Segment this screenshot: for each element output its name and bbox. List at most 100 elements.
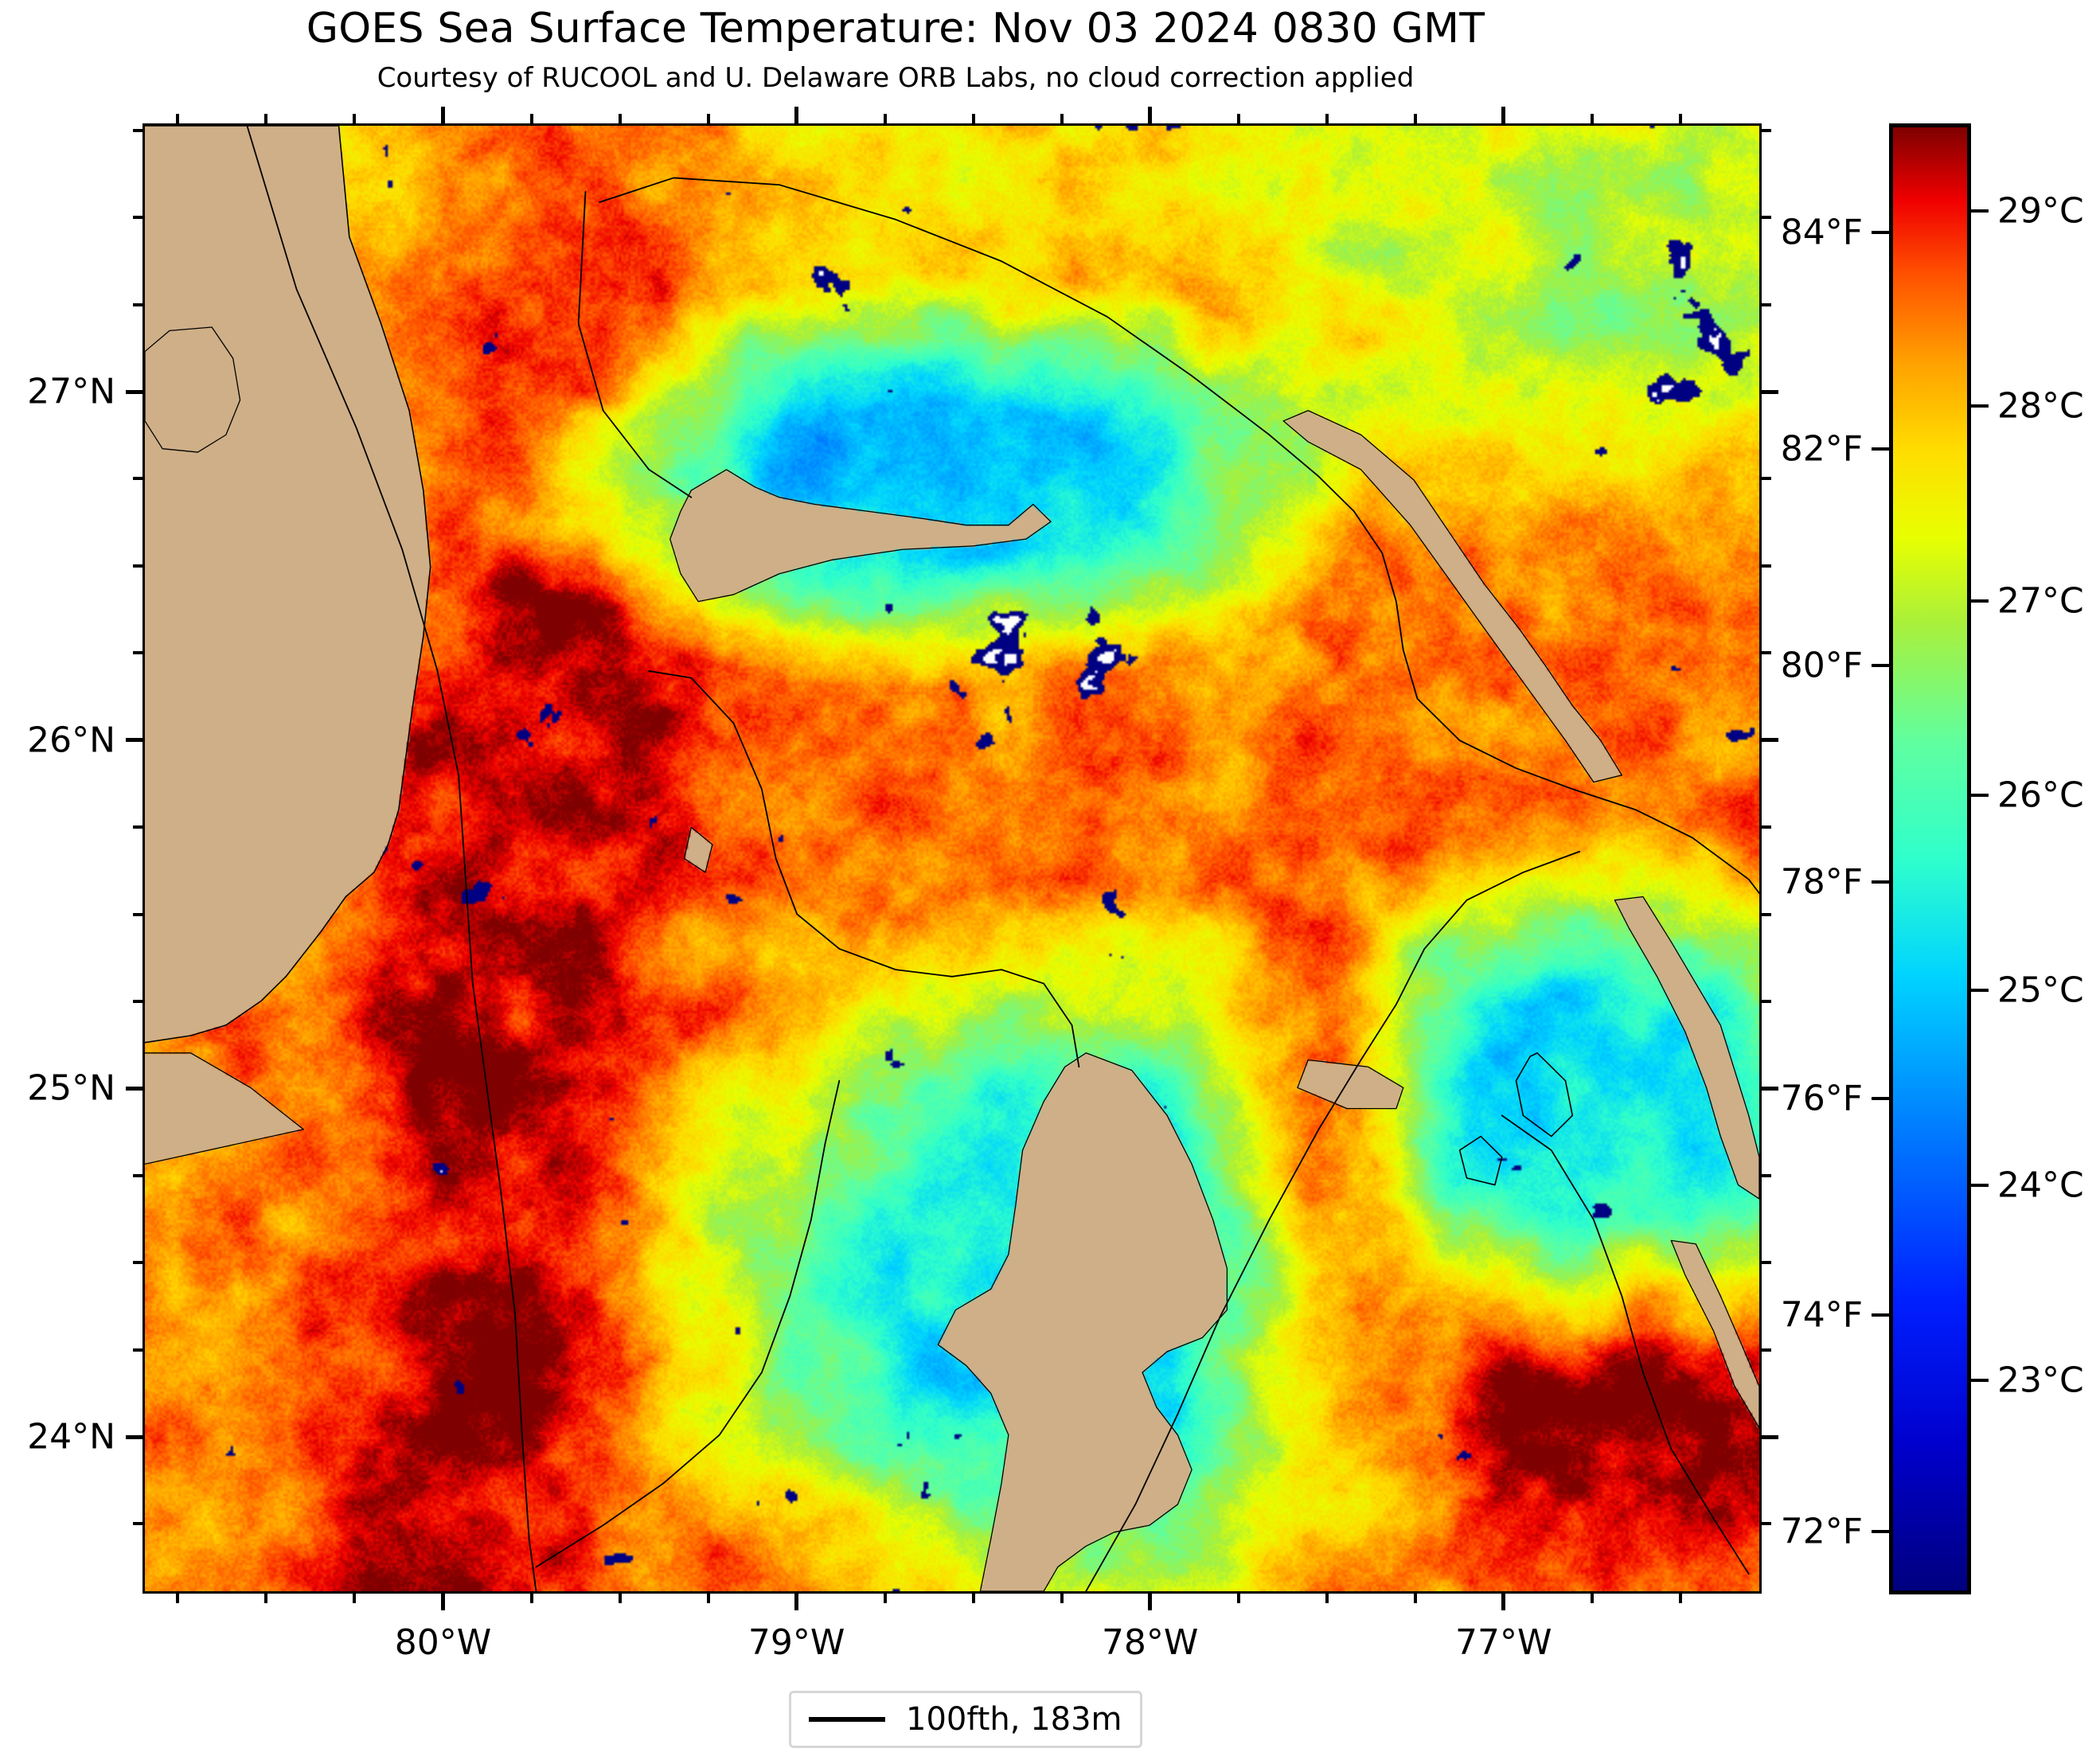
lon-tick-minor bbox=[264, 1594, 268, 1603]
colorbar-label-fahrenheit: 80°F bbox=[1780, 645, 1863, 686]
map-legend[interactable]: 100fth, 183m bbox=[789, 1691, 1142, 1748]
colorbar-label-celsius: 24°C bbox=[1997, 1165, 2084, 1206]
lon-tick-minor-top bbox=[1413, 114, 1417, 123]
lon-tick-major bbox=[1148, 1594, 1153, 1610]
lat-tick-minor bbox=[133, 477, 142, 481]
lon-tick-minor-top bbox=[264, 114, 268, 123]
lat-tick-minor bbox=[133, 912, 142, 916]
lon-tick-minor-top bbox=[529, 114, 533, 123]
lat-tick-major bbox=[126, 1086, 142, 1091]
lat-tick-minor-right bbox=[1762, 128, 1771, 132]
lon-tick-minor bbox=[971, 1594, 975, 1603]
lon-tick-minor bbox=[1678, 1594, 1682, 1603]
colorbar-label-celsius: 27°C bbox=[1997, 580, 2084, 622]
lat-tick-label: 26°N bbox=[27, 720, 115, 761]
lat-tick-major-right bbox=[1762, 1086, 1778, 1091]
lon-tick-minor-top bbox=[1236, 114, 1240, 123]
colorbar-label-celsius: 26°C bbox=[1997, 775, 2084, 816]
isobath-exuma-sound bbox=[1086, 852, 1579, 1591]
lat-tick-minor bbox=[133, 128, 142, 132]
colorbar-tick-celsius bbox=[1971, 209, 1989, 213]
colorbar-label-celsius: 25°C bbox=[1997, 970, 2084, 1011]
lon-tick-minor-top bbox=[706, 114, 710, 123]
lon-tick-minor-top bbox=[971, 114, 975, 123]
lon-tick-label: 77°W bbox=[1455, 1622, 1552, 1663]
lon-tick-minor-top bbox=[1590, 114, 1594, 123]
lat-tick-major bbox=[126, 738, 142, 743]
lon-tick-minor-top bbox=[883, 114, 887, 123]
colorbar[interactable] bbox=[1889, 123, 1971, 1594]
lat-tick-minor bbox=[133, 825, 142, 829]
lat-tick-major-right bbox=[1762, 1434, 1778, 1439]
colorbar-label-fahrenheit: 78°F bbox=[1780, 861, 1863, 903]
lon-tick-major-top bbox=[794, 107, 799, 123]
lon-tick-label: 79°W bbox=[747, 1622, 845, 1663]
colorbar-tick-celsius bbox=[1971, 404, 1989, 408]
lat-tick-minor bbox=[133, 999, 142, 1003]
colorbar-tick-fahrenheit bbox=[1872, 1530, 1889, 1534]
lon-tick-minor bbox=[883, 1594, 887, 1603]
lon-tick-minor-top bbox=[1678, 114, 1682, 123]
colorbar-tick-celsius bbox=[1971, 1378, 1989, 1382]
isobath-small-ring-b bbox=[1460, 1137, 1502, 1185]
colorbar-tick-celsius bbox=[1971, 1183, 1989, 1187]
lat-tick-minor-right bbox=[1762, 1522, 1771, 1526]
colorbar-tick-fahrenheit bbox=[1872, 1097, 1889, 1101]
lat-tick-minor-right bbox=[1762, 477, 1771, 481]
lat-tick-minor-right bbox=[1762, 999, 1771, 1003]
isobath-florida-current bbox=[247, 126, 536, 1591]
coastline-andros bbox=[938, 1053, 1227, 1591]
lat-tick-major-right bbox=[1762, 738, 1778, 743]
colorbar-label-celsius: 29°C bbox=[1997, 190, 2084, 232]
lat-tick-minor-right bbox=[1762, 564, 1771, 568]
lon-tick-label: 80°W bbox=[394, 1622, 492, 1663]
colorbar-tick-celsius bbox=[1971, 989, 1989, 993]
lon-tick-minor bbox=[1325, 1594, 1329, 1603]
colorbar-tick-fahrenheit bbox=[1872, 447, 1889, 451]
isobath-gbb-west bbox=[537, 1081, 840, 1567]
lat-tick-minor-right bbox=[1762, 1261, 1771, 1265]
lon-tick-minor bbox=[529, 1594, 533, 1603]
colorbar-tick-fahrenheit bbox=[1872, 664, 1889, 668]
colorbar-label-fahrenheit: 72°F bbox=[1780, 1511, 1863, 1552]
lon-tick-minor-top bbox=[1060, 114, 1064, 123]
colorbar-label-celsius: 28°C bbox=[1997, 385, 2084, 427]
coastline-grand-bahama bbox=[670, 470, 1051, 602]
lon-tick-minor bbox=[706, 1594, 710, 1603]
lat-tick-major bbox=[126, 389, 142, 394]
isobath-nw-providence-channel bbox=[579, 192, 692, 498]
colorbar-label-fahrenheit: 76°F bbox=[1780, 1078, 1863, 1119]
lon-tick-minor bbox=[1236, 1594, 1240, 1603]
isobath-line-swatch bbox=[809, 1717, 885, 1722]
coastline-great-abaco bbox=[1283, 411, 1622, 782]
coastline-and-isobath-layer bbox=[145, 126, 1759, 1591]
coastline-cat-island bbox=[1671, 1240, 1759, 1428]
colorbar-label-celsius: 23°C bbox=[1997, 1360, 2084, 1401]
lon-tick-major-top bbox=[1148, 107, 1153, 123]
lon-tick-minor-top bbox=[1325, 114, 1329, 123]
lat-tick-minor-right bbox=[1762, 302, 1771, 306]
coastline-eleuthera bbox=[1614, 896, 1759, 1199]
coastline-florida-keys bbox=[145, 1053, 303, 1165]
sst-map-plot[interactable] bbox=[142, 123, 1762, 1594]
coastline-bimini bbox=[684, 827, 712, 872]
lat-tick-major-right bbox=[1762, 389, 1778, 394]
isobath-small-ring-a bbox=[1516, 1053, 1572, 1137]
lon-tick-major-top bbox=[1501, 107, 1506, 123]
lat-tick-minor-right bbox=[1762, 216, 1771, 220]
colorbar-tick-celsius bbox=[1971, 599, 1989, 603]
lon-tick-major bbox=[1501, 1594, 1506, 1610]
lon-tick-label: 78°W bbox=[1101, 1622, 1199, 1663]
lat-tick-label: 24°N bbox=[27, 1416, 115, 1458]
lon-tick-minor-top bbox=[176, 114, 180, 123]
coastline-florida bbox=[145, 126, 431, 1043]
lon-tick-major bbox=[794, 1594, 799, 1610]
lat-tick-minor-right bbox=[1762, 651, 1771, 655]
lon-tick-minor bbox=[1060, 1594, 1064, 1603]
isobath-exuma-east bbox=[1502, 1115, 1749, 1574]
lat-tick-minor bbox=[133, 564, 142, 568]
lat-tick-major bbox=[126, 1434, 142, 1439]
lat-tick-label: 27°N bbox=[27, 371, 115, 412]
lat-tick-minor-right bbox=[1762, 1348, 1771, 1352]
lon-tick-major-top bbox=[440, 107, 445, 123]
